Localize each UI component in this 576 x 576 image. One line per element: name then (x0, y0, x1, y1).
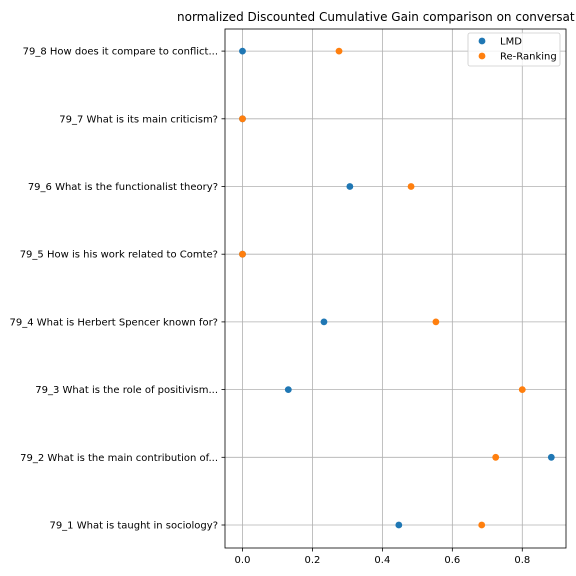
grid (225, 29, 566, 548)
y-tick-label: 79_6 What is the functionalist theory? (28, 182, 218, 193)
y-tick-label: 79_7 What is its main criticism? (59, 114, 218, 125)
y-tick-label: 79_3 What is the role of positivism... (35, 385, 218, 396)
x-tick-label: 0.6 (444, 555, 460, 566)
x-tick-label: 0.0 (235, 555, 251, 566)
point-lmd (320, 318, 328, 326)
x-tick-label: 0.2 (304, 555, 320, 566)
legend-marker (478, 37, 486, 45)
chart-title: normalized Discounted Cumulative Gain co… (177, 10, 575, 24)
legend-marker (478, 52, 486, 60)
point-lmd (284, 386, 292, 393)
plot-area (224, 28, 567, 549)
legend: LMD Re-Ranking (467, 32, 561, 67)
legend-label: LMD (500, 37, 522, 48)
point-re-ranking (407, 183, 415, 190)
x-axis: 0.0 0.2 0.4 0.6 0.8 (235, 548, 530, 566)
y-tick-label: 79_8 How does it compare to conflict... (23, 47, 218, 58)
y-tick-label: 79_1 What is taught in sociology? (49, 521, 218, 532)
point-re-ranking (478, 521, 486, 529)
y-axis: 79_1 What is taught in sociology? 79_2 Wh… (9, 47, 225, 532)
point-re-ranking (432, 318, 440, 326)
x-tick-label: 0.8 (514, 555, 530, 566)
x-tick-label: 0.4 (374, 555, 390, 566)
point-re-ranking (335, 47, 343, 55)
legend-label: Re-Ranking (500, 52, 557, 63)
point-lmd (346, 183, 354, 190)
point-lmd (239, 47, 246, 55)
point-re-ranking (239, 250, 246, 258)
point-re-ranking (518, 386, 526, 393)
y-tick-label: 79_4 What is Herbert Spencer known for? (9, 317, 218, 328)
y-tick-label: 79_5 How is his work related to Comte? (20, 250, 218, 261)
point-re-ranking (492, 453, 500, 461)
point-lmd (395, 521, 403, 529)
point-re-ranking (239, 115, 246, 123)
data-points (239, 47, 555, 529)
point-lmd (547, 453, 555, 461)
y-tick-label: 79_2 What is the main contribution of... (20, 453, 218, 464)
legend-box (467, 32, 561, 67)
